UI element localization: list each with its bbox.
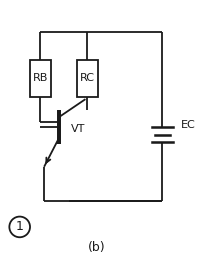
Text: 1: 1 (16, 220, 24, 233)
FancyBboxPatch shape (77, 60, 98, 97)
Text: EC: EC (181, 120, 196, 130)
Text: RB: RB (33, 73, 48, 83)
Text: VT: VT (70, 124, 85, 134)
FancyBboxPatch shape (30, 60, 51, 97)
Text: (b): (b) (88, 241, 106, 254)
Text: RC: RC (80, 73, 95, 83)
